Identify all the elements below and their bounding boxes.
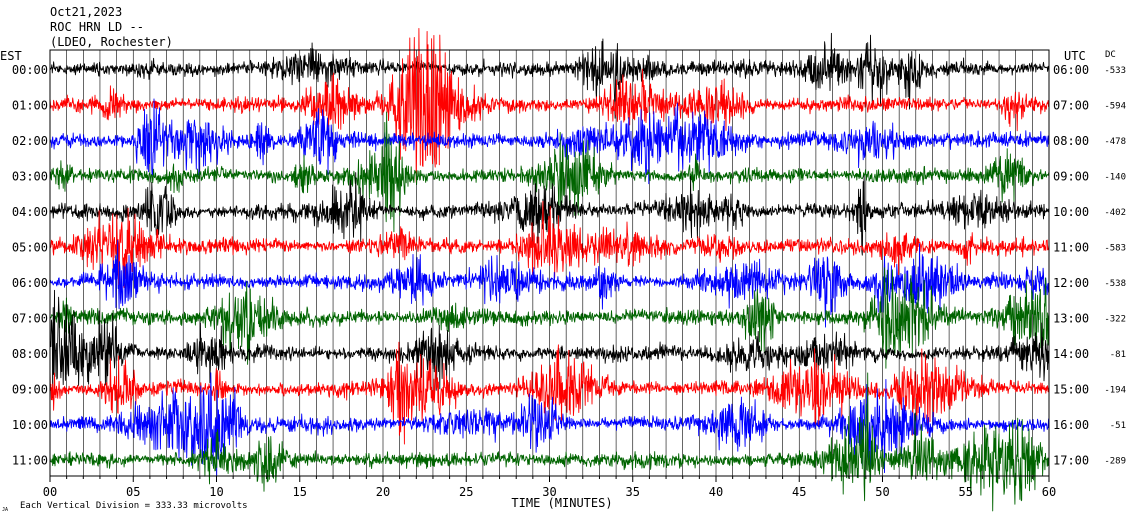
x-tick-label: 25 [459,485,473,499]
x-tick-label: 50 [875,485,889,499]
trace-line-0900 [49,341,1050,445]
x-tick-label: 00 [43,485,57,499]
trace-line-0200 [49,98,1050,185]
utc-hour-label: 15:00 [1053,383,1089,397]
trace-line-0800 [49,289,1050,399]
est-hour-labels: 00:00 01:00 02:00 03:00 04:00 05:00 06:00 07:00… [12,63,48,468]
dc-offset-label: -538 [1104,279,1126,289]
dc-offset-label: -594 [1104,102,1126,112]
utc-hour-label: 08:00 [1053,134,1089,148]
dc-offset-labels: -533 -594 -478 -140 -402 -583 -538 -322 -81 -194 -… [1104,66,1126,467]
dc-offset-label: -322 [1104,315,1126,325]
x-tick-label: 55 [959,485,973,499]
scale-note: Each Vertical Division = 333.33 microvol… [20,501,248,511]
utc-hour-labels: 06:00 07:00 08:00 09:00 10:00 11:00 12:00 13:00… [1053,63,1089,468]
corner-mark: JA [2,507,8,513]
utc-hour-label: 14:00 [1053,347,1089,361]
dc-offset-label: -51 [1110,421,1126,431]
minute-gridlines [49,50,1050,482]
est-hour-label: 04:00 [12,205,48,219]
trace-line-0000 [49,32,1050,119]
est-hour-label: 00:00 [12,63,48,77]
x-tick-labels: 00 05 10 15 20 25 30 35 40 45 50 55 60 [43,485,1056,499]
dc-offset-label: -402 [1104,208,1126,218]
x-tick-label: 40 [709,485,723,499]
utc-hour-label: 06:00 [1053,63,1089,77]
dc-offset-label: -194 [1104,386,1126,396]
utc-hour-label: 09:00 [1053,170,1089,184]
est-hour-label: 05:00 [12,241,48,255]
dc-offset-label: -289 [1104,457,1126,467]
x-tick-label: 05 [126,485,140,499]
x-tick-label: 45 [792,485,806,499]
est-hour-label: 08:00 [12,347,48,361]
utc-hour-label: 07:00 [1053,99,1089,113]
trace-line-0600 [49,239,1050,328]
plot-frame [49,49,1050,477]
header-station: ROC HRN LD -- [50,20,144,34]
utc-hour-label: 10:00 [1053,205,1089,219]
x-tick-label: 20 [376,485,390,499]
est-hour-label: 06:00 [12,276,48,290]
dc-offset-label: -533 [1104,66,1126,76]
est-hour-label: 01:00 [12,99,48,113]
est-hour-label: 07:00 [12,312,48,326]
dc-offset-label: -583 [1104,244,1126,254]
x-tick-label: 35 [626,485,640,499]
est-hour-label: 11:00 [12,454,48,468]
dc-offset-label: -140 [1104,173,1126,183]
header-network: (LDEO, Rochester) [50,35,173,49]
trace-line-1100 [49,372,1050,512]
dc-offset-label: -478 [1104,137,1126,147]
utc-hour-label: 12:00 [1053,276,1089,290]
x-axis-label: TIME (MINUTES) [511,496,612,510]
dc-offset-label: -81 [1110,350,1126,360]
utc-axis-title: UTC [1064,49,1086,63]
trace-line-0300 [49,111,1050,233]
est-hour-label: 02:00 [12,134,48,148]
x-tick-label: 15 [293,485,307,499]
seismic-traces [49,28,1050,512]
est-hour-label: 09:00 [12,383,48,397]
est-hour-label: 10:00 [12,418,48,432]
utc-hour-label: 13:00 [1053,312,1089,326]
trace-line-0100 [49,28,1050,183]
trace-line-0400 [49,172,1050,256]
trace-line-0700 [49,267,1050,369]
header-date: Oct21,2023 [50,5,122,19]
dc-axis-title: DC [1105,50,1116,60]
utc-hour-label: 16:00 [1053,418,1089,432]
est-axis-title: EST [0,49,22,63]
est-hour-label: 03:00 [12,170,48,184]
x-tick-label: 30 [542,485,556,499]
x-tick-label: 60 [1042,485,1056,499]
trace-line-0500 [49,200,1050,295]
utc-hour-label: 17:00 [1053,454,1089,468]
utc-hour-label: 11:00 [1053,241,1089,255]
x-tick-label: 10 [209,485,223,499]
